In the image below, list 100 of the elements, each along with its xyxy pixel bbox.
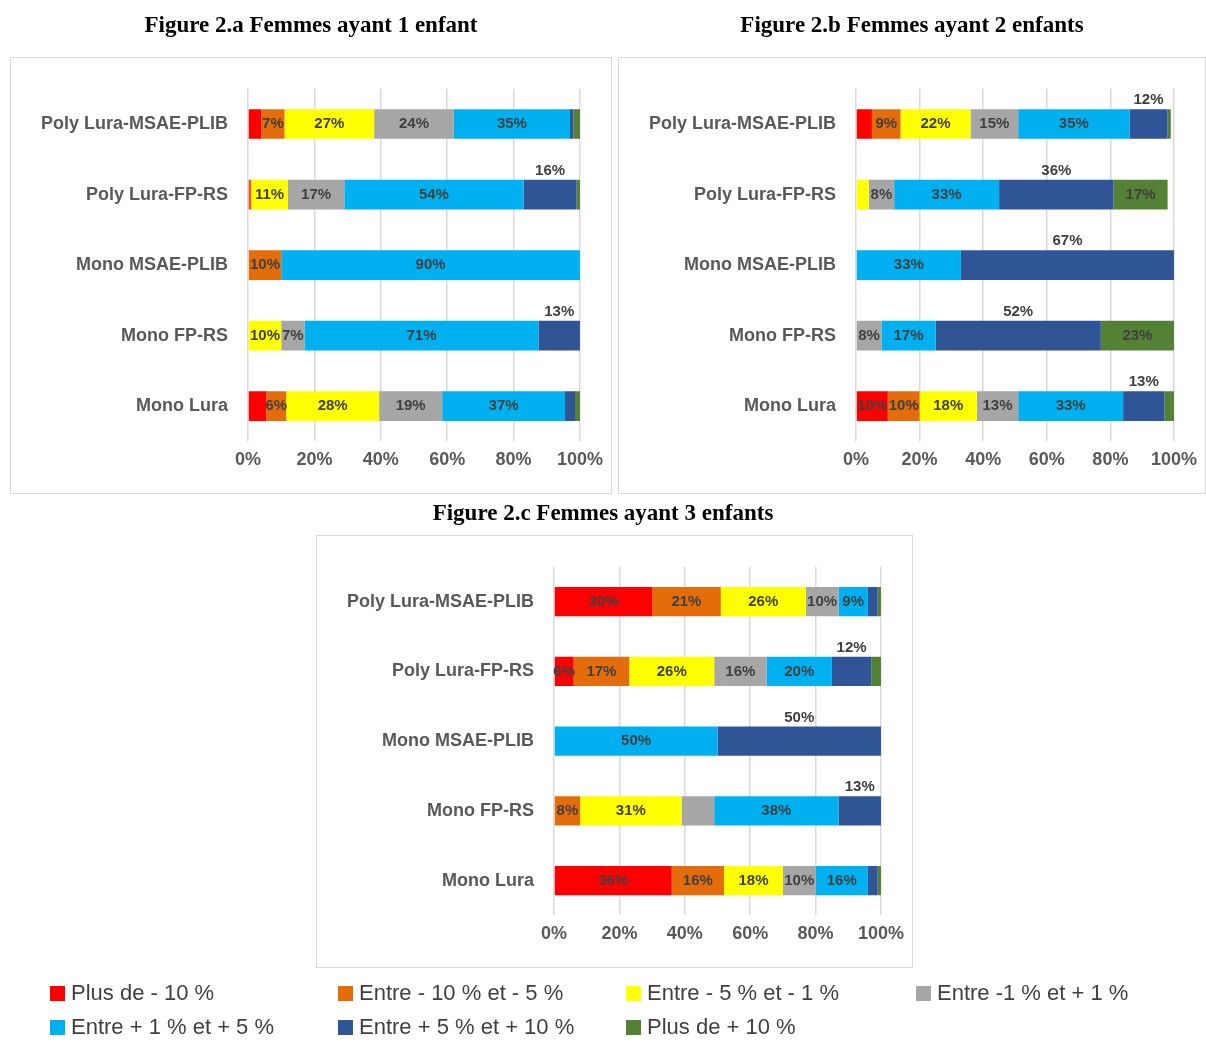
data-label: 12% xyxy=(1133,90,1164,108)
bar xyxy=(453,109,571,139)
y-tick-label: Mono FP-RS xyxy=(427,799,535,820)
data-label: 11% xyxy=(254,184,285,202)
data-label: 10% xyxy=(807,591,838,609)
legend-label: Plus de - 10 % xyxy=(70,980,216,1006)
bar xyxy=(900,109,971,139)
legend-label: Entre -1 % et + 1 % xyxy=(936,980,1130,1006)
data-label: 9% xyxy=(842,591,865,609)
data-label: 17% xyxy=(301,184,332,202)
bar xyxy=(1129,109,1168,139)
data-label: 38% xyxy=(761,800,792,818)
bar xyxy=(286,391,380,421)
chart-title: Figure 2.c Femmes ayant 3 enfants xyxy=(431,500,775,526)
y-tick-label: Poly Lura-MSAE-PLIB xyxy=(41,113,229,134)
bar xyxy=(281,250,580,280)
x-tick-label: 100% xyxy=(1150,449,1197,470)
data-label: 35% xyxy=(1058,114,1089,132)
data-label: 71% xyxy=(406,325,437,343)
bar xyxy=(554,587,653,617)
bar xyxy=(554,726,718,756)
data-label: 10% xyxy=(784,870,815,888)
bar xyxy=(523,179,577,210)
chart-title: Figure 2.a Femmes ayant 1 enfant xyxy=(143,12,479,38)
bar xyxy=(960,250,1174,280)
data-label: 36% xyxy=(598,870,629,888)
bar xyxy=(570,109,574,139)
data-label: 50% xyxy=(784,707,815,725)
data-label: 31% xyxy=(615,800,646,818)
bar xyxy=(248,109,262,139)
data-label: 21% xyxy=(671,591,702,609)
y-tick-label: Poly Lura-FP-RS xyxy=(86,183,229,204)
y-tick-label: Poly Lura-FP-RS xyxy=(392,660,535,681)
data-label: 13% xyxy=(1128,372,1159,390)
bar xyxy=(1164,391,1174,421)
legend-label: Entre + 5 % et + 10 % xyxy=(358,1014,576,1040)
y-tick-label: Mono Lura xyxy=(442,869,535,890)
x-tick-label: 100% xyxy=(857,923,904,944)
y-tick-label: Poly Lura-FP-RS xyxy=(694,183,837,204)
y-tick-label: Poly Lura-MSAE-PLIB xyxy=(649,113,837,134)
bar xyxy=(714,796,839,826)
data-label: 30% xyxy=(588,591,619,609)
x-tick-label: 20% xyxy=(296,449,333,470)
y-tick-label: Mono FP-RS xyxy=(729,324,837,345)
data-label: 26% xyxy=(748,591,779,609)
data-label: 10% xyxy=(249,255,280,273)
bar xyxy=(1018,391,1124,421)
bar xyxy=(999,179,1114,210)
y-tick-label: Mono MSAE-PLIB xyxy=(76,254,229,275)
bar xyxy=(248,391,267,421)
x-tick-label: 40% xyxy=(965,449,1002,470)
x-tick-label: 20% xyxy=(601,923,638,944)
data-label: 16% xyxy=(826,870,857,888)
bar xyxy=(871,656,881,687)
bar xyxy=(720,587,806,617)
data-label: 35% xyxy=(496,114,527,132)
bar xyxy=(629,656,715,687)
data-label: 20% xyxy=(784,661,815,679)
legend-label: Entre - 5 % et - 1 % xyxy=(646,980,840,1006)
data-label: 10% xyxy=(249,325,280,343)
data-label: 52% xyxy=(1003,301,1034,319)
data-label: 33% xyxy=(1055,396,1086,414)
data-label: 24% xyxy=(398,114,430,132)
y-tick-label: Mono Lura xyxy=(136,395,229,416)
data-label: 16% xyxy=(535,160,566,178)
data-label: 9% xyxy=(875,114,898,132)
data-label: 54% xyxy=(418,184,449,202)
y-tick-label: Mono FP-RS xyxy=(121,324,229,345)
data-label: 13% xyxy=(982,396,1013,414)
bar xyxy=(1167,109,1171,139)
legend-label: Entre + 1 % et + 5 % xyxy=(70,1014,275,1040)
x-tick-label: 80% xyxy=(797,923,834,944)
bar xyxy=(554,865,672,896)
data-label: 16% xyxy=(682,870,713,888)
data-label: 36% xyxy=(1041,160,1072,178)
data-label: 37% xyxy=(488,396,519,414)
data-label: 17% xyxy=(1125,184,1156,202)
data-label: 67% xyxy=(1052,231,1083,249)
bar xyxy=(681,796,715,826)
data-label: 13% xyxy=(544,301,575,319)
data-label: 7% xyxy=(281,325,304,343)
bar xyxy=(565,391,575,421)
data-label: 13% xyxy=(844,777,875,795)
x-tick-label: 80% xyxy=(1092,449,1129,470)
bar xyxy=(284,109,375,139)
y-tick-label: Mono Lura xyxy=(744,395,837,416)
data-label: 12% xyxy=(836,637,867,655)
data-label: 23% xyxy=(1122,325,1153,343)
bar xyxy=(838,796,881,826)
chart-title: Figure 2.b Femmes ayant 2 enfants xyxy=(739,12,1085,38)
bar xyxy=(374,109,454,139)
x-tick-label: 0% xyxy=(843,449,870,470)
bar xyxy=(894,179,1000,210)
data-label: 33% xyxy=(893,255,924,273)
data-label: 26% xyxy=(656,661,687,679)
data-label: 10% xyxy=(857,396,888,414)
y-tick-label: Mono MSAE-PLIB xyxy=(684,254,837,275)
data-label: 50% xyxy=(621,731,652,749)
data-label: 18% xyxy=(738,870,769,888)
bar xyxy=(856,250,961,280)
